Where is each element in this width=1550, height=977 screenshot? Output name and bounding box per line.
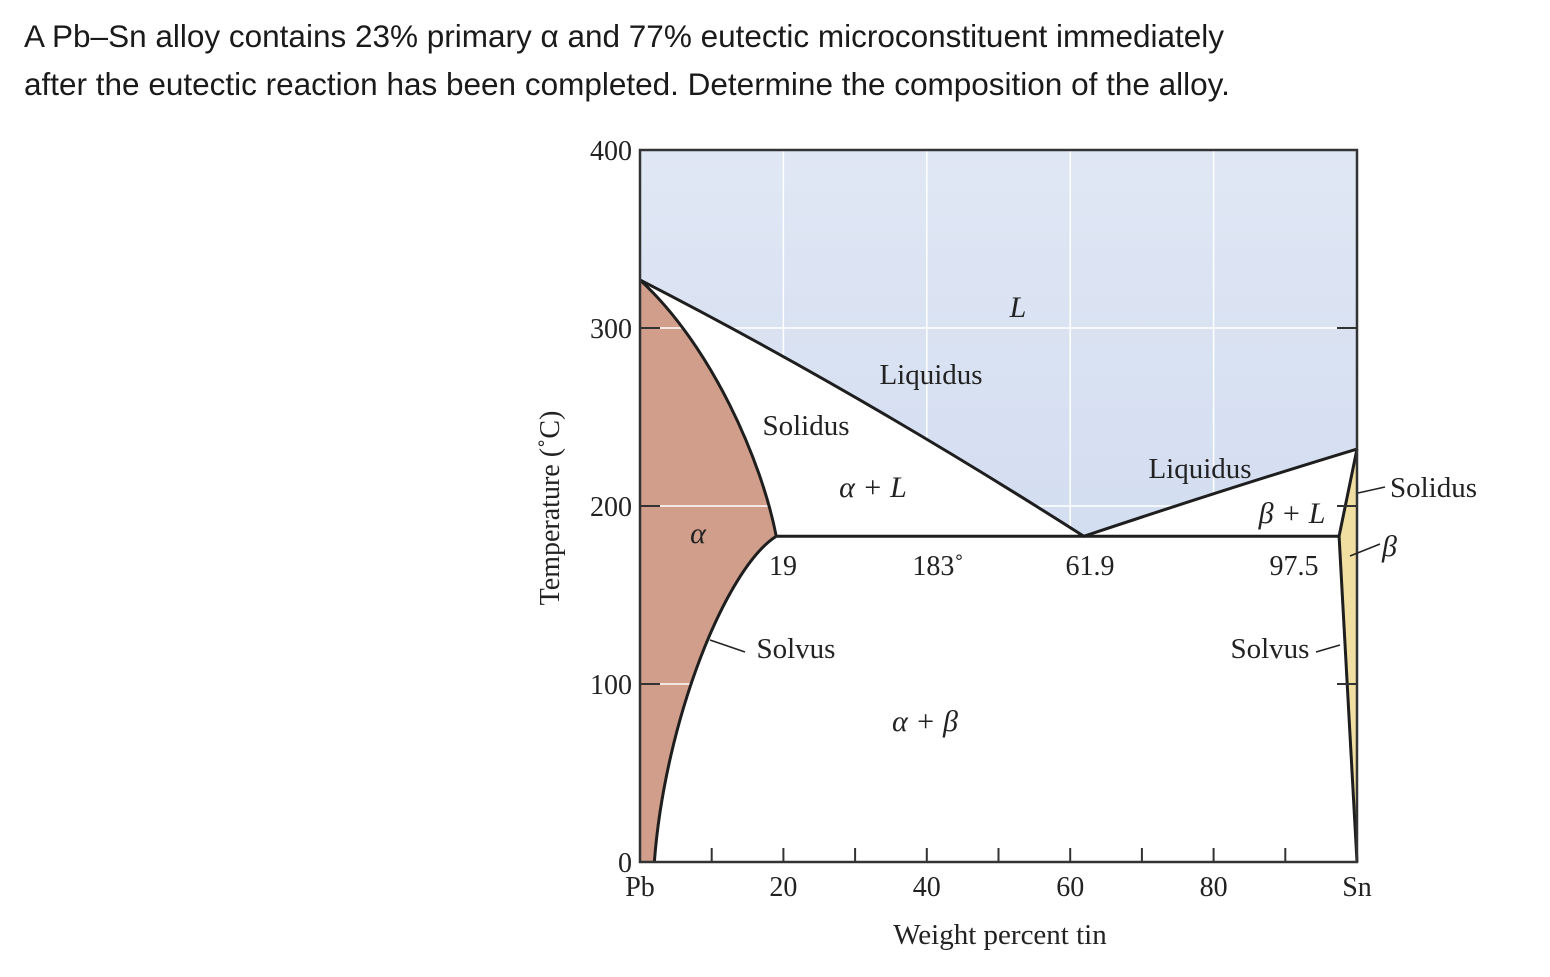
leader-lines	[709, 486, 1386, 653]
y-tick-label: 200	[590, 492, 632, 523]
region-label-alpha: α	[690, 517, 707, 550]
label-alpha-limit: 19	[769, 551, 797, 582]
solvus-line-left	[652, 534, 778, 863]
question-line-1: A Pb–Sn alloy contains 23% primary α and…	[24, 18, 1225, 54]
x-tick-label: 40	[913, 872, 941, 903]
label-liquidus-left: Liquidus	[879, 359, 982, 391]
label-liquidus-right: Liquidus	[1148, 453, 1251, 485]
x-tick-label: 80	[1200, 872, 1228, 903]
y-axis-label: Temperature (˚C)	[535, 411, 566, 606]
below-liquidus-region	[640, 279, 1357, 862]
y-tick-label: 100	[590, 670, 632, 701]
gridlines	[640, 150, 1357, 862]
label-solvus-right: Solvus	[1231, 633, 1310, 665]
label-solvus-left: Solvus	[757, 633, 836, 665]
region-label-beta-liquid: β + L	[1258, 497, 1326, 530]
region-label-liquid: L	[1009, 291, 1027, 324]
solidus-line-left	[638, 278, 778, 537]
axis-ticks	[640, 149, 1357, 863]
region-label-alpha-liquid: α + L	[839, 471, 907, 504]
label-beta-limit: 97.5	[1270, 551, 1319, 582]
x-axis-label: Weight percent tin	[893, 919, 1107, 951]
label-eutectic-comp: 61.9	[1066, 551, 1115, 582]
y-tick-label: 300	[590, 314, 632, 345]
label-solidus-left: Solidus	[762, 410, 849, 442]
question-line-2: after the eutectic reaction has been com…	[24, 66, 1230, 102]
label-eutectic-temp: 183˚	[912, 551, 963, 582]
x-tick-label: 60	[1056, 872, 1084, 903]
x-tick-label: Pb	[625, 872, 655, 903]
label-solidus-right: Solidus	[1390, 472, 1477, 504]
x-tick-label: 20	[769, 872, 797, 903]
y-tick-label: 400	[590, 136, 632, 167]
x-tick-label: Sn	[1342, 872, 1372, 903]
region-label-alpha-beta: α + β	[892, 705, 958, 738]
liquidus-line	[639, 278, 1358, 538]
y-tick-label: 0	[618, 848, 632, 879]
alpha-region	[640, 279, 777, 862]
region-label-beta: β	[1381, 530, 1397, 563]
